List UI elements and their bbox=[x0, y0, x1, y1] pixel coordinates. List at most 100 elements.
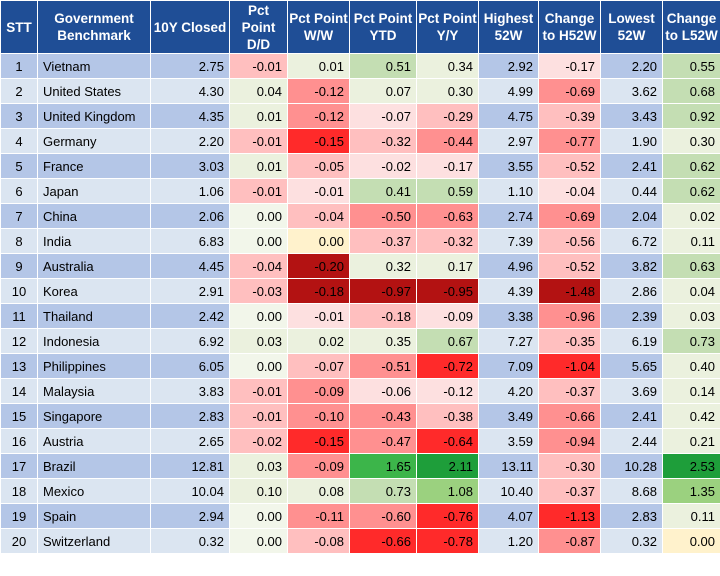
table-row[interactable]: 16 Austria 2.65 -0.02 -0.15 -0.47 -0.64 3.59 -0.… bbox=[0, 428, 720, 454]
cell-l52: 2.04 bbox=[600, 203, 663, 229]
table-row[interactable]: 3 United Kingdom 4.35 0.01 -0.12 -0.07 -0.29 4.… bbox=[0, 103, 720, 129]
column-header-h52[interactable]: Highest 52W bbox=[478, 0, 539, 54]
cell-closed: 3.83 bbox=[150, 378, 230, 404]
table-row[interactable]: 19 Spain 2.94 0.00 -0.11 -0.60 -0.76 4.07 -1.13 2… bbox=[0, 503, 720, 529]
cell-yy: -0.63 bbox=[416, 203, 479, 229]
cell-chg-h52: -0.66 bbox=[538, 403, 601, 429]
cell-stt: 6 bbox=[0, 178, 38, 204]
cell-dd: -0.01 bbox=[229, 403, 288, 429]
table-row[interactable]: 8 India 6.83 0.00 0.00 -0.37 -0.32 7.39 -0.56 6.7… bbox=[0, 228, 720, 254]
cell-chg-h52: -0.37 bbox=[538, 478, 601, 504]
table-row[interactable]: 11 Thailand 2.42 0.00 -0.01 -0.18 -0.09 3.38 -0.… bbox=[0, 303, 720, 329]
table-row[interactable]: 12 Indonesia 6.92 0.03 0.02 0.35 0.67 7.27 -0.35… bbox=[0, 328, 720, 354]
cell-l52: 0.32 bbox=[600, 528, 663, 554]
cell-chg-l52: 0.68 bbox=[662, 78, 720, 104]
cell-l52: 2.44 bbox=[600, 428, 663, 454]
cell-ytd: 0.51 bbox=[349, 53, 417, 79]
cell-dd: -0.01 bbox=[229, 53, 288, 79]
cell-l52: 2.41 bbox=[600, 403, 663, 429]
column-header-benchmark[interactable]: Government Benchmark bbox=[37, 0, 151, 54]
cell-ytd: -0.47 bbox=[349, 428, 417, 454]
cell-chg-h52: -0.69 bbox=[538, 78, 601, 104]
table-row[interactable]: 5 France 3.03 0.01 -0.05 -0.02 -0.17 3.55 -0.52 2… bbox=[0, 153, 720, 179]
table-row[interactable]: 15 Singapore 2.83 -0.01 -0.10 -0.43 -0.38 3.49-… bbox=[0, 403, 720, 429]
cell-h52: 3.49 bbox=[478, 403, 539, 429]
column-header-l52[interactable]: Lowest 52W bbox=[600, 0, 663, 54]
cell-chg-l52: 0.11 bbox=[662, 503, 720, 529]
cell-benchmark: Malaysia bbox=[37, 378, 151, 404]
cell-closed: 12.81 bbox=[150, 453, 230, 479]
table-row[interactable]: 4 Germany 2.20 -0.01 -0.15 -0.32 -0.44 2.97 -0.7… bbox=[0, 128, 720, 154]
cell-ytd: 1.65 bbox=[349, 453, 417, 479]
cell-chg-h52: -0.94 bbox=[538, 428, 601, 454]
cell-chg-l52: 0.63 bbox=[662, 253, 720, 279]
cell-ytd: -0.18 bbox=[349, 303, 417, 329]
column-header-ytd[interactable]: Pct Point YTD bbox=[349, 0, 417, 54]
cell-benchmark: Austria bbox=[37, 428, 151, 454]
cell-yy: -0.64 bbox=[416, 428, 479, 454]
cell-h52: 2.74 bbox=[478, 203, 539, 229]
cell-yy: 0.34 bbox=[416, 53, 479, 79]
cell-ww: 0.01 bbox=[287, 53, 350, 79]
cell-chg-h52: -0.69 bbox=[538, 203, 601, 229]
table-row[interactable]: 14 Malaysia 3.83 -0.01 -0.09 -0.06 -0.12 4.20 -0… bbox=[0, 378, 720, 404]
cell-ww: -0.12 bbox=[287, 78, 350, 104]
cell-chg-l52: 0.02 bbox=[662, 203, 720, 229]
cell-h52: 2.92 bbox=[478, 53, 539, 79]
cell-stt: 10 bbox=[0, 278, 38, 304]
cell-dd: -0.01 bbox=[229, 128, 288, 154]
cell-h52: 3.59 bbox=[478, 428, 539, 454]
cell-yy: -0.29 bbox=[416, 103, 479, 129]
cell-h52: 10.40 bbox=[478, 478, 539, 504]
table-row[interactable]: 6 Japan 1.06 -0.01 -0.01 0.41 0.59 1.10 -0.04 0.4… bbox=[0, 178, 720, 204]
cell-benchmark: China bbox=[37, 203, 151, 229]
cell-stt: 18 bbox=[0, 478, 38, 504]
cell-ww: -0.11 bbox=[287, 503, 350, 529]
cell-dd: -0.02 bbox=[229, 428, 288, 454]
cell-h52: 4.96 bbox=[478, 253, 539, 279]
cell-ww: -0.15 bbox=[287, 128, 350, 154]
cell-dd: 0.04 bbox=[229, 78, 288, 104]
cell-chg-h52: -1.48 bbox=[538, 278, 601, 304]
table-row[interactable]: 13 Philippines 6.05 0.00 -0.07 -0.51 -0.72 7.09… bbox=[0, 353, 720, 379]
table-row[interactable]: 2 United States 4.30 0.04 -0.12 0.07 0.30 4.99-… bbox=[0, 78, 720, 104]
cell-h52: 3.55 bbox=[478, 153, 539, 179]
cell-stt: 7 bbox=[0, 203, 38, 229]
table-row[interactable]: 20 Switzerland 0.32 0.00 -0.08 -0.66 -0.78 1.20… bbox=[0, 528, 720, 554]
bond-benchmark-table: STT Government Benchmark 10Y Closed Pct Poi… bbox=[0, 0, 720, 554]
table-row[interactable]: 7 China 2.06 0.00 -0.04 -0.50 -0.63 2.74 -0.69 2.… bbox=[0, 203, 720, 229]
table-row[interactable]: 18 Mexico 10.04 0.10 0.08 0.73 1.08 10.40 -0.37 8… bbox=[0, 478, 720, 504]
cell-ww: 0.00 bbox=[287, 228, 350, 254]
table-row[interactable]: 10 Korea 2.91 -0.03 -0.18 -0.97 -0.95 4.39 -1.48… bbox=[0, 278, 720, 304]
cell-chg-h52: -0.87 bbox=[538, 528, 601, 554]
cell-yy: 0.67 bbox=[416, 328, 479, 354]
cell-l52: 6.72 bbox=[600, 228, 663, 254]
column-header-closed[interactable]: 10Y Closed bbox=[150, 0, 230, 54]
cell-benchmark: France bbox=[37, 153, 151, 179]
cell-ww: -0.07 bbox=[287, 353, 350, 379]
table-row[interactable]: 1 Vietnam 2.75 -0.01 0.01 0.51 0.34 2.92 -0.17 2.… bbox=[0, 53, 720, 79]
table-row[interactable]: 9 Australia 4.45 -0.04 -0.20 0.32 0.17 4.96 -0.5… bbox=[0, 253, 720, 279]
cell-benchmark: Australia bbox=[37, 253, 151, 279]
cell-yy: 1.08 bbox=[416, 478, 479, 504]
cell-closed: 1.06 bbox=[150, 178, 230, 204]
cell-closed: 3.03 bbox=[150, 153, 230, 179]
cell-chg-h52: -0.52 bbox=[538, 153, 601, 179]
cell-closed: 0.32 bbox=[150, 528, 230, 554]
cell-l52: 8.68 bbox=[600, 478, 663, 504]
cell-chg-l52: 0.30 bbox=[662, 128, 720, 154]
cell-h52: 1.10 bbox=[478, 178, 539, 204]
column-header-dd[interactable]: Pct Point D/D bbox=[229, 0, 288, 54]
cell-stt: 14 bbox=[0, 378, 38, 404]
column-header-stt[interactable]: STT bbox=[0, 0, 38, 54]
column-header-chg-h52[interactable]: Change to H52W bbox=[538, 0, 601, 54]
column-header-yy[interactable]: Pct Point Y/Y bbox=[416, 0, 479, 54]
table-row[interactable]: 17 Brazil 12.81 0.03 -0.09 1.65 2.11 13.11 -0.30… bbox=[0, 453, 720, 479]
cell-chg-l52: 0.92 bbox=[662, 103, 720, 129]
column-header-ww[interactable]: Pct Point W/W bbox=[287, 0, 350, 54]
column-header-chg-l52[interactable]: Change to L52W bbox=[662, 0, 720, 54]
cell-dd: 0.01 bbox=[229, 153, 288, 179]
cell-closed: 4.45 bbox=[150, 253, 230, 279]
cell-dd: 0.00 bbox=[229, 353, 288, 379]
cell-benchmark: Switzerland bbox=[37, 528, 151, 554]
